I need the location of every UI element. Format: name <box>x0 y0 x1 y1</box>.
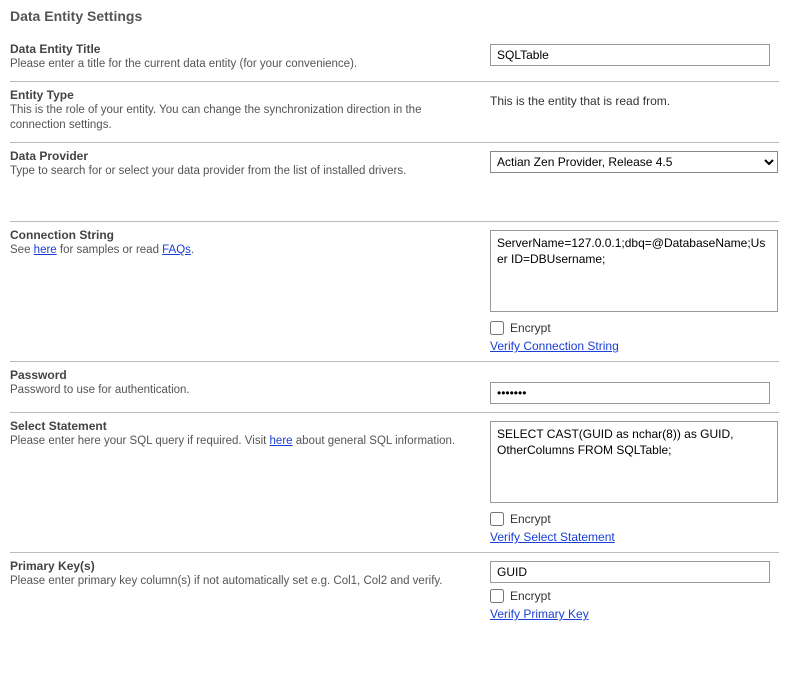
label-select-encrypt: Encrypt <box>510 512 551 526</box>
link-verify-select-statement[interactable]: Verify Select Statement <box>490 530 615 544</box>
input-password[interactable] <box>490 382 770 404</box>
desc-select-statement: Please enter here your SQL query if requ… <box>10 434 470 450</box>
section-entity-type: Entity Type This is the role of your ent… <box>10 82 779 143</box>
select-data-provider[interactable]: Actian Zen Provider, Release 4.5 <box>490 151 778 173</box>
label-connection-encrypt: Encrypt <box>510 321 551 335</box>
input-primary-keys[interactable] <box>490 561 770 583</box>
entity-type-value: This is the entity that is read from. <box>490 90 779 112</box>
desc-data-entity-title: Please enter a title for the current dat… <box>10 57 470 73</box>
label-select-statement: Select Statement <box>10 419 470 433</box>
label-data-entity-title: Data Entity Title <box>10 42 470 56</box>
input-data-entity-title[interactable] <box>490 44 770 66</box>
label-entity-type: Entity Type <box>10 88 470 102</box>
link-select-here[interactable]: here <box>270 435 293 447</box>
label-password: Password <box>10 368 470 382</box>
link-verify-primary-key[interactable]: Verify Primary Key <box>490 607 589 621</box>
textarea-connection-string[interactable] <box>490 230 778 312</box>
desc-password: Password to use for authentication. <box>10 383 470 399</box>
label-primary-keys: Primary Key(s) <box>10 559 470 573</box>
desc-data-provider: Type to search for or select your data p… <box>10 164 470 180</box>
desc-primary-keys: Please enter primary key column(s) if no… <box>10 574 470 590</box>
link-connection-here[interactable]: here <box>34 244 57 256</box>
label-data-provider: Data Provider <box>10 149 470 163</box>
section-data-provider: Data Provider Type to search for or sele… <box>10 143 779 188</box>
section-password: Password Password to use for authenticat… <box>10 362 779 413</box>
page-title: Data Entity Settings <box>10 8 779 24</box>
link-connection-faqs[interactable]: FAQs <box>162 244 191 256</box>
section-connection-string: Connection String See here for samples o… <box>10 222 779 362</box>
link-verify-connection-string[interactable]: Verify Connection String <box>490 339 619 353</box>
section-data-entity-title: Data Entity Title Please enter a title f… <box>10 36 779 82</box>
label-connection-string: Connection String <box>10 228 470 242</box>
desc-connection-string: See here for samples or read FAQs. <box>10 243 470 259</box>
textarea-select-statement[interactable] <box>490 421 778 503</box>
desc-entity-type: This is the role of your entity. You can… <box>10 103 470 134</box>
checkbox-select-encrypt[interactable] <box>490 512 504 526</box>
section-select-statement: Select Statement Please enter here your … <box>10 413 779 553</box>
checkbox-connection-encrypt[interactable] <box>490 321 504 335</box>
label-primary-encrypt: Encrypt <box>510 589 551 603</box>
checkbox-primary-encrypt[interactable] <box>490 589 504 603</box>
section-primary-keys: Primary Key(s) Please enter primary key … <box>10 553 779 629</box>
